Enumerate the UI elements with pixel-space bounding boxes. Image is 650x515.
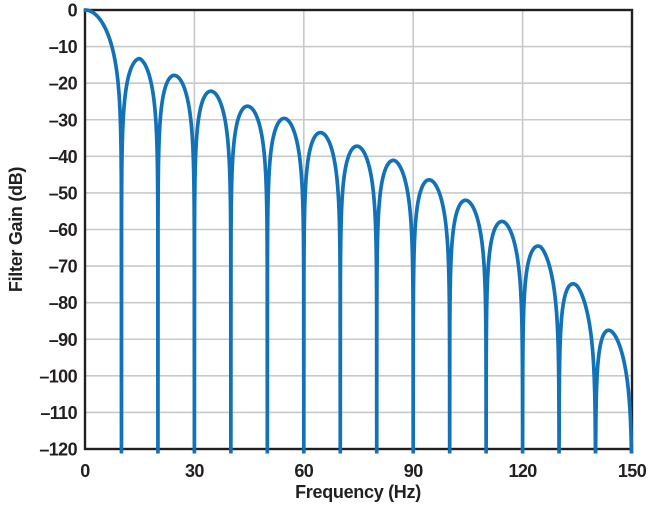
y-tick-label: –40 (49, 147, 78, 167)
x-tick-label: 120 (508, 461, 537, 481)
y-tick-label: –20 (49, 74, 78, 94)
plot-frame (83, 8, 634, 451)
x-tick-label: 0 (80, 461, 90, 481)
x-tick-label: 30 (185, 461, 204, 481)
y-tick-label: –10 (49, 37, 78, 57)
y-axis-tick-labels: 0 –10 –20 –30 –40 –50 –60 –70 –80 –90 –100 –110 –120 (39, 1, 78, 460)
x-tick-label: 60 (294, 461, 313, 481)
y-tick-label: –90 (49, 330, 78, 350)
gridlines (85, 10, 632, 449)
y-tick-label: –120 (39, 440, 77, 460)
y-tick-label: –110 (40, 403, 77, 423)
x-axis-title: Frequency (Hz) (295, 482, 421, 502)
y-tick-label: –60 (49, 220, 78, 240)
x-axis-tick-labels: 0 30 60 90 120 150 (80, 461, 647, 481)
y-axis-title: Filter Gain (dB) (6, 167, 26, 293)
x-tick-label: 150 (618, 461, 647, 481)
filter-response-curve (83, 8, 634, 454)
y-tick-label: 0 (68, 1, 78, 21)
y-tick-label: –80 (49, 293, 78, 313)
y-tick-label: –30 (49, 110, 78, 130)
y-tick-label: –100 (39, 366, 77, 386)
y-tick-label: –70 (49, 257, 78, 277)
x-tick-label: 90 (404, 461, 423, 481)
y-tick-label: –50 (49, 183, 78, 203)
